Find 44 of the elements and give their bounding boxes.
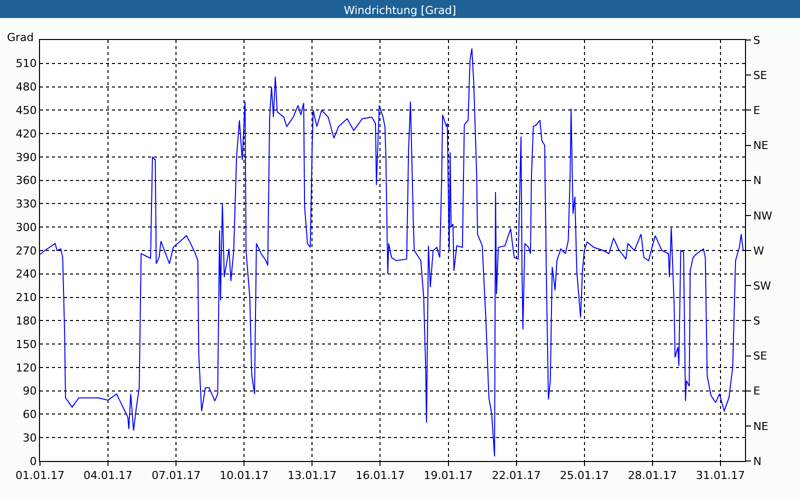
- x-tick-label: 13.01.17: [288, 469, 337, 482]
- x-tick-label: 22.01.17: [492, 469, 541, 482]
- category-label: NW: [753, 209, 772, 222]
- x-tick-label: 07.01.17: [152, 469, 201, 482]
- category-label: N: [753, 454, 762, 468]
- y-tick-label: 270: [16, 244, 37, 258]
- category-label: W: [753, 244, 764, 258]
- y-tick-label: 210: [16, 291, 37, 304]
- category-label: SE: [753, 68, 768, 82]
- x-tick-label: 01.01.17: [16, 469, 64, 482]
- category-label: SW: [753, 279, 772, 292]
- y-tick-label: 240: [16, 268, 37, 281]
- y-tick-label: 510: [16, 57, 37, 70]
- category-label: S: [753, 314, 760, 328]
- y-tick-label: 0: [30, 454, 37, 468]
- y-tick-label: 90: [22, 384, 37, 398]
- category-label: N: [753, 174, 762, 188]
- category-label: E: [753, 384, 760, 398]
- y-tick-label: 180: [16, 314, 37, 328]
- category-label: S: [753, 34, 760, 47]
- y-tick-label: 120: [16, 361, 37, 374]
- x-tick-label: 10.01.17: [220, 469, 269, 482]
- x-tick-label: 31.01.17: [696, 469, 745, 482]
- y-tick-label: 450: [16, 104, 37, 118]
- x-tick-label: 25.01.17: [560, 469, 609, 482]
- y-tick-label: 150: [16, 338, 37, 351]
- y-tick-label: 30: [22, 431, 37, 444]
- y-tick-label: 300: [16, 220, 37, 234]
- y-tick-label: 330: [16, 198, 37, 211]
- x-tick-label: 16.01.17: [356, 469, 405, 482]
- x-tick-label: 04.01.17: [84, 469, 133, 482]
- category-label: NE: [753, 420, 768, 433]
- y-tick-label: 390: [16, 150, 37, 164]
- category-label: E: [753, 104, 760, 118]
- category-label: SE: [753, 350, 768, 363]
- chart-title: Windrichtung [Grad]: [344, 4, 456, 17]
- y-tick-label: 60: [22, 408, 37, 422]
- x-tick-label: 28.01.17: [628, 469, 677, 482]
- category-label: NE: [753, 139, 768, 152]
- y-tick-label: 360: [16, 174, 37, 188]
- x-tick-label: 19.01.17: [424, 469, 473, 482]
- y-tick-label: 420: [16, 127, 37, 140]
- y-axis-title: Grad: [7, 31, 34, 44]
- y-tick-label: 480: [16, 80, 37, 94]
